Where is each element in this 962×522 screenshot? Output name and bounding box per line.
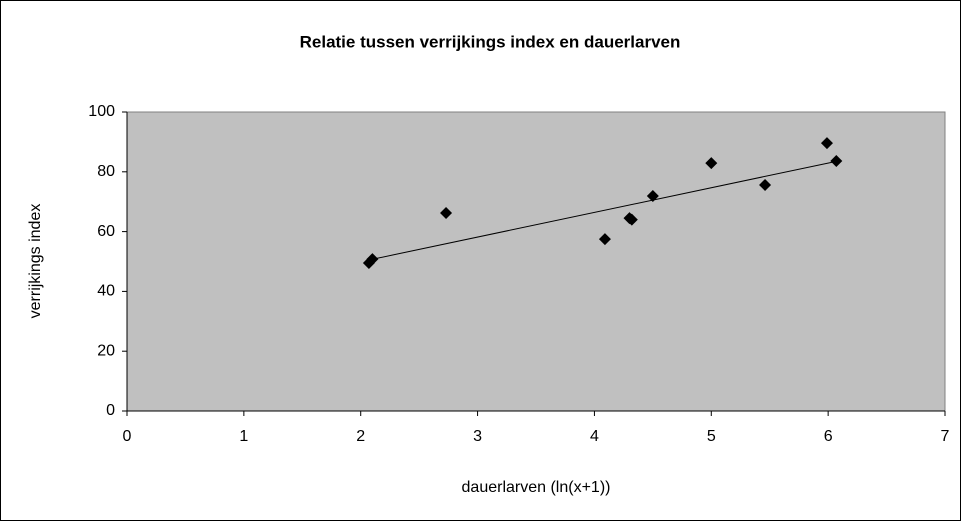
data-point [705, 157, 718, 170]
y-tick-label: 100 [88, 103, 115, 120]
plot-area [126, 111, 946, 412]
x-axis-label: dauerlarven (ln(x+1)) [462, 479, 611, 496]
trendline [368, 160, 837, 261]
chart-title: Relatie tussen verrijkings index en daue… [300, 32, 681, 51]
data-point [646, 190, 659, 203]
y-tick-label: 80 [97, 163, 115, 180]
y-tick-label: 0 [106, 402, 115, 419]
x-tick-label: 5 [707, 428, 716, 445]
y-tick-label: 20 [97, 342, 115, 359]
y-axis-label: verrijkings index [27, 204, 44, 319]
x-tick-label: 7 [941, 428, 950, 445]
x-tick-label: 2 [356, 428, 365, 445]
y-tick-label: 40 [97, 283, 115, 300]
data-point [759, 178, 772, 191]
x-tick-label: 4 [590, 428, 599, 445]
data-point [830, 155, 843, 168]
y-tick-label: 60 [97, 223, 115, 240]
x-tick-label: 0 [123, 428, 132, 445]
x-tick-label: 3 [473, 428, 482, 445]
x-tick-label: 6 [824, 428, 833, 445]
data-point [820, 137, 833, 150]
data-point [440, 207, 453, 220]
x-tick-label: 1 [239, 428, 248, 445]
data-point [366, 253, 379, 266]
data-point [625, 213, 638, 226]
data-point [598, 233, 611, 246]
